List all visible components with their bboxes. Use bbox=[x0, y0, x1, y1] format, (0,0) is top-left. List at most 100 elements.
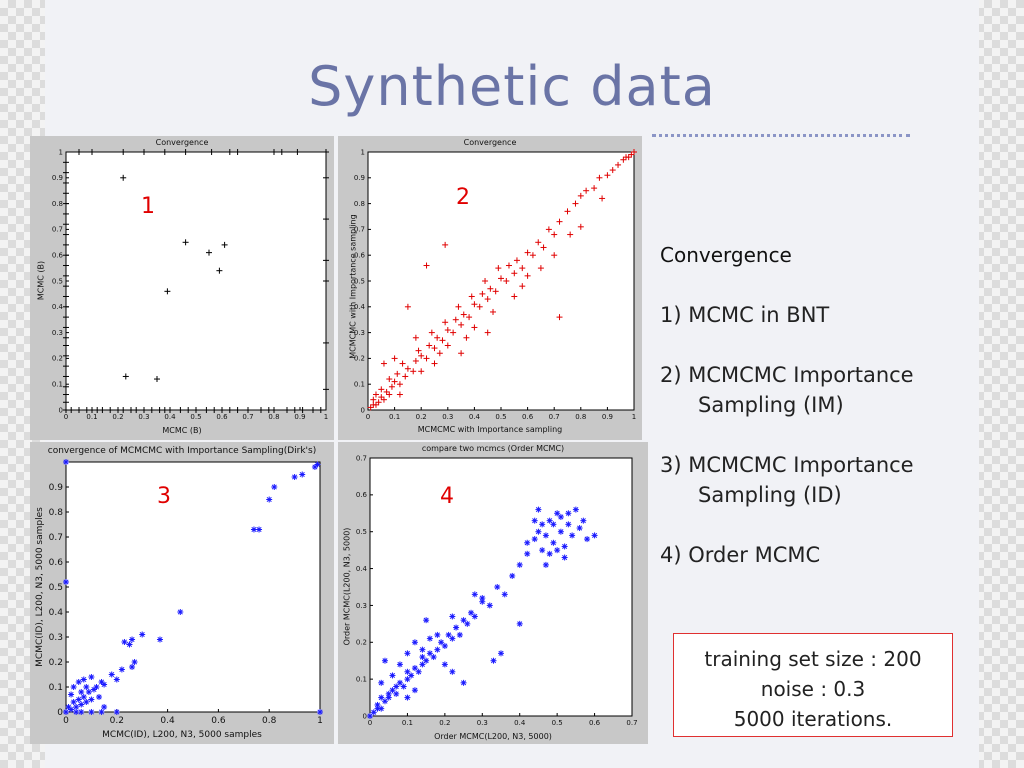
data-point bbox=[580, 517, 587, 524]
data-point bbox=[501, 591, 508, 598]
y-tick-label: 0.6 bbox=[354, 252, 366, 260]
data-point bbox=[120, 407, 127, 413]
y-tick-label: 0.5 bbox=[356, 528, 367, 536]
data-point bbox=[419, 654, 426, 661]
data-point bbox=[83, 684, 90, 690]
y-tick-label: 0.3 bbox=[354, 329, 365, 337]
data-point bbox=[291, 474, 298, 480]
x-tick-label: 0.5 bbox=[495, 413, 506, 421]
data-point bbox=[631, 149, 637, 155]
data-point bbox=[93, 684, 100, 690]
data-point bbox=[561, 554, 568, 561]
y-tick-label: 0.3 bbox=[356, 602, 367, 610]
data-point bbox=[484, 329, 491, 336]
data-point bbox=[115, 407, 121, 413]
data-point bbox=[404, 303, 411, 310]
data-point bbox=[460, 679, 467, 686]
x-tick-label: 0.9 bbox=[602, 413, 613, 421]
data-point bbox=[423, 262, 430, 269]
y-tick-label: 0.8 bbox=[354, 200, 365, 208]
data-point bbox=[415, 347, 422, 354]
data-point bbox=[85, 689, 92, 695]
panel-number-1: 1 bbox=[141, 194, 155, 219]
data-point bbox=[389, 672, 396, 679]
data-point bbox=[509, 572, 516, 579]
data-point bbox=[381, 657, 388, 664]
data-point bbox=[535, 239, 542, 246]
data-point bbox=[76, 149, 82, 155]
data-point bbox=[577, 223, 584, 230]
data-point bbox=[431, 345, 438, 352]
x-tick-label: 0.4 bbox=[160, 716, 175, 726]
data-point bbox=[63, 190, 69, 197]
data-point bbox=[323, 339, 329, 346]
plot-area bbox=[65, 461, 321, 713]
data-point bbox=[492, 288, 499, 295]
data-point bbox=[141, 149, 147, 155]
data-point bbox=[557, 513, 564, 520]
title-divider bbox=[652, 134, 910, 137]
data-point bbox=[565, 510, 572, 517]
x-tick-label: 0.2 bbox=[416, 413, 427, 421]
data-point bbox=[101, 681, 108, 688]
data-point bbox=[70, 684, 77, 690]
data-point bbox=[63, 231, 69, 238]
y-tick-label: 0.1 bbox=[356, 675, 367, 683]
chart-4-title: compare two mcmcs (Order MCMC) bbox=[421, 444, 565, 453]
data-point bbox=[404, 676, 411, 683]
data-point bbox=[75, 696, 82, 703]
data-point bbox=[271, 149, 277, 155]
data-point bbox=[524, 272, 531, 279]
data-point bbox=[78, 709, 85, 715]
data-point bbox=[63, 169, 69, 176]
data-point bbox=[63, 179, 69, 186]
data-point bbox=[564, 208, 571, 215]
data-point bbox=[529, 252, 536, 259]
data-point bbox=[408, 672, 415, 679]
data-point bbox=[444, 342, 451, 349]
data-point bbox=[484, 296, 491, 303]
notes-list: Convergence 1) MCMC in BNT 2) MCMCMC Imp… bbox=[660, 240, 960, 600]
data-point bbox=[498, 275, 504, 282]
data-point bbox=[410, 368, 417, 375]
data-point bbox=[428, 329, 435, 336]
data-point bbox=[444, 327, 451, 334]
data-point bbox=[206, 249, 212, 256]
y-tick-label: 0.9 bbox=[52, 174, 63, 182]
x-tick-label: 0.2 bbox=[110, 716, 124, 726]
data-point bbox=[455, 303, 462, 310]
data-point bbox=[63, 159, 69, 166]
data-point bbox=[70, 699, 77, 705]
plot-area bbox=[369, 457, 633, 717]
data-point bbox=[75, 679, 82, 685]
data-point bbox=[63, 383, 69, 390]
data-point bbox=[156, 636, 163, 643]
x-tick-label: 0.7 bbox=[549, 413, 560, 421]
data-point bbox=[375, 399, 382, 406]
data-point bbox=[591, 532, 598, 539]
data-point bbox=[99, 407, 106, 413]
data-point bbox=[68, 691, 75, 698]
data-point bbox=[63, 221, 69, 228]
data-point bbox=[370, 396, 377, 403]
data-point bbox=[623, 154, 630, 161]
data-point bbox=[554, 547, 561, 554]
data-point bbox=[63, 241, 69, 248]
data-point bbox=[63, 252, 69, 259]
y-tick-label: 0.4 bbox=[354, 303, 366, 311]
x-tick-label: 0 bbox=[63, 716, 69, 726]
chart-2-xlabel: MCMCMC with Importance sampling bbox=[417, 425, 563, 434]
y-tick-label: 0.1 bbox=[49, 683, 63, 693]
data-point bbox=[291, 407, 298, 413]
data-point bbox=[221, 241, 228, 248]
data-point bbox=[519, 283, 526, 290]
data-point bbox=[423, 617, 430, 624]
data-point bbox=[63, 459, 69, 465]
data-point bbox=[430, 654, 437, 661]
data-point bbox=[299, 407, 306, 413]
notes-item-2-sub: Sampling (IM) bbox=[698, 393, 844, 417]
y-tick-label: 0.2 bbox=[49, 658, 63, 668]
data-point bbox=[572, 200, 579, 207]
data-point bbox=[323, 149, 329, 155]
data-point bbox=[63, 363, 69, 370]
